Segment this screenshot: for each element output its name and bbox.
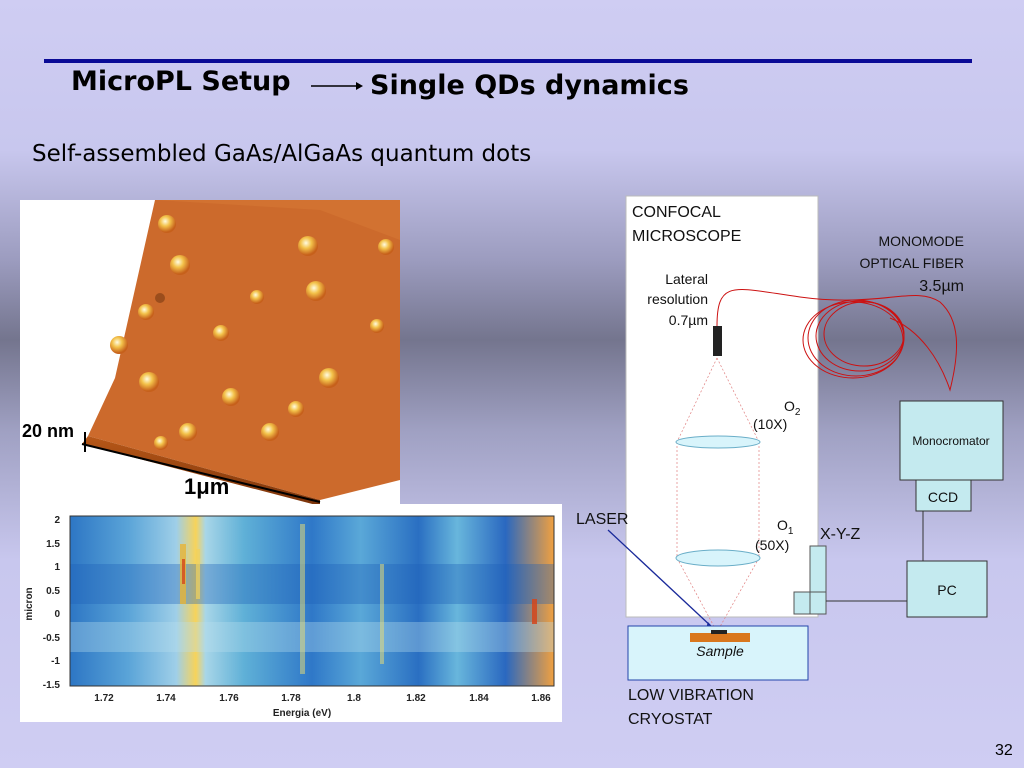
- y-tick: -1.5: [43, 680, 61, 691]
- page-number: 32: [995, 742, 1013, 759]
- o2-label: O2: [784, 398, 801, 418]
- fiber-label-1: MONOMODE: [878, 233, 964, 249]
- ccd-box: [915, 479, 972, 512]
- x-tick: 1.78: [281, 693, 301, 704]
- setup-diagram: CONFOCAL MICROSCOPE Lateral resolution 0…: [576, 195, 1004, 728]
- microscope-panel: [625, 195, 819, 618]
- xyz-label: X-Y-Z: [820, 526, 861, 543]
- x-tick: 1.76: [219, 693, 239, 704]
- x-tick: 1.8: [347, 693, 361, 704]
- pl-ylabel: micron: [24, 587, 35, 620]
- fiber-label-3: 3.5µm: [919, 278, 964, 295]
- title-left: MicroPL Setup: [71, 66, 291, 97]
- title-right: Single QDs dynamics: [370, 70, 689, 101]
- lateral-label-3: 0.7µm: [669, 312, 708, 328]
- y-tick: -0.5: [43, 633, 61, 644]
- lateral-label-2: resolution: [647, 291, 708, 307]
- objective-o1: [675, 549, 761, 567]
- laser-label: LASER: [576, 511, 628, 528]
- x-tick: 1.86: [531, 693, 551, 704]
- y-tick: 1: [54, 562, 60, 573]
- sample-plate: [690, 633, 750, 642]
- confocal-label-1: CONFOCAL: [632, 204, 721, 221]
- ccd-label: CCD: [928, 489, 958, 505]
- fiber-label-2: OPTICAL FIBER: [859, 255, 964, 271]
- o2-mag: (10X): [753, 416, 787, 432]
- sample-label: Sample: [696, 643, 744, 659]
- pc-box: [906, 560, 988, 618]
- fiber-end: [713, 326, 722, 356]
- pc-label: PC: [937, 582, 956, 598]
- monochromator-label: Monocromator: [912, 434, 989, 448]
- xyz-stage: [809, 545, 827, 593]
- o1-mag: (50X): [755, 537, 789, 553]
- y-tick: -1: [51, 656, 60, 667]
- subtitle: Self-assembled GaAs/AlGaAs quantum dots: [32, 141, 532, 167]
- cryostat-label-1: LOW VIBRATION: [628, 687, 754, 704]
- laser-beam: [607, 529, 714, 629]
- y-tick: 1.5: [46, 539, 60, 550]
- o1-label: O1: [777, 517, 794, 537]
- pl-xlabel: Energia (eV): [273, 708, 331, 719]
- title-rule: [44, 59, 972, 63]
- x-tick: 1.72: [94, 693, 114, 704]
- afm-z-scale: 20 nm: [22, 421, 75, 441]
- x-tick: 1.84: [469, 693, 489, 704]
- optical-fiber: [716, 288, 958, 392]
- afm-xy-scale: 1μm: [184, 474, 230, 499]
- arrow-icon: [311, 82, 363, 90]
- afm-image: 20 nm 1μm: [20, 200, 400, 506]
- y-tick: 2: [54, 515, 60, 526]
- confocal-label-2: MICROSCOPE: [632, 228, 741, 245]
- pl-map: 2 1.5 1 0.5 0 -0.5 -1 -1.5 1.72 1.74 1.7…: [20, 504, 562, 722]
- x-tick: 1.74: [156, 693, 176, 704]
- lateral-label-1: Lateral: [665, 271, 708, 287]
- objective-o2: [675, 435, 761, 449]
- cryostat-label-2: CRYOSTAT: [628, 711, 713, 728]
- y-tick: 0: [54, 609, 60, 620]
- x-tick: 1.82: [406, 693, 426, 704]
- monochromator-box: [899, 400, 1004, 481]
- y-tick: 0.5: [46, 586, 60, 597]
